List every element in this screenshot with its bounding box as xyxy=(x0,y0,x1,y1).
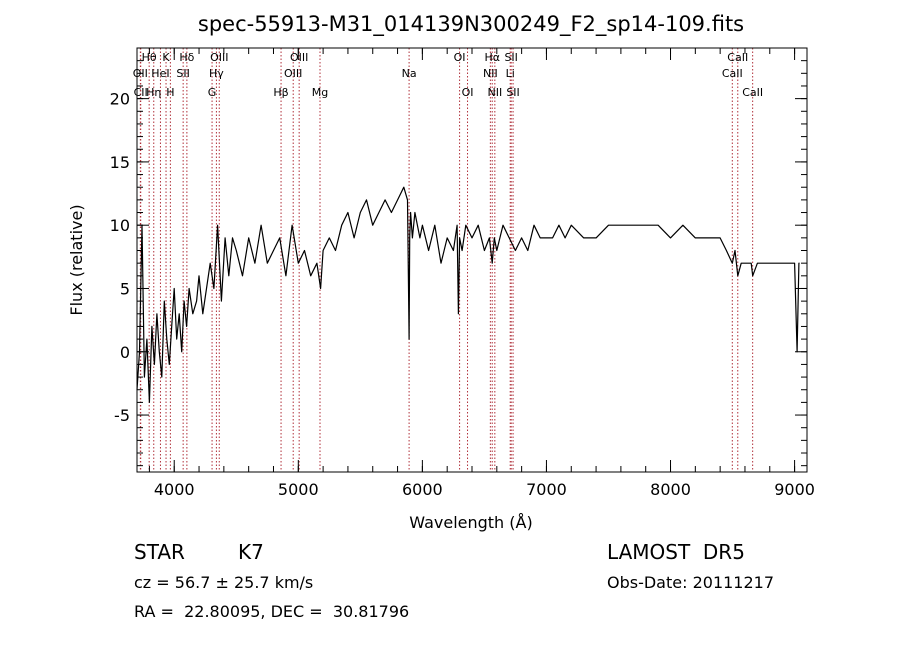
line-label: OI xyxy=(454,51,466,64)
line-label: Hδ xyxy=(179,51,194,64)
x-axis-label: Wavelength (Å) xyxy=(409,513,532,532)
line-label: Hθ xyxy=(142,51,157,64)
x-tick-label: 9000 xyxy=(774,480,815,499)
line-label: NII xyxy=(483,67,498,80)
line-label: CaII xyxy=(742,86,763,99)
line-label: HeI xyxy=(151,67,169,80)
y-tick-label: -5 xyxy=(114,406,130,425)
y-tick-label: 10 xyxy=(110,216,130,235)
line-label: Hγ xyxy=(209,67,224,80)
y-tick-label: 0 xyxy=(120,343,130,362)
observation-date: Obs-Date: 20111217 xyxy=(607,573,775,592)
plot-frame xyxy=(136,47,808,473)
x-tick-label: 8000 xyxy=(650,480,691,499)
line-label: H xyxy=(166,86,174,99)
ra-dec-coordinates: RA = 22.80095, DEC = 30.81796 xyxy=(134,602,410,621)
chart-title: spec-55913-M31_014139N300249_F2_sp14-109… xyxy=(198,12,744,37)
line-label: OIII xyxy=(284,67,302,80)
redshift-cz: cz = 56.7 ± 25.7 km/s xyxy=(134,573,314,592)
line-label: CaII xyxy=(722,67,743,80)
y-tick-label: 20 xyxy=(110,90,130,109)
line-label: Mg xyxy=(312,86,328,99)
line-label: OIII xyxy=(290,51,308,64)
line-label: Hβ xyxy=(273,86,288,99)
star-class: STAR xyxy=(134,540,185,564)
x-axis: 4000 5000 6000 7000 8000 9000 xyxy=(148,48,815,499)
x-tick-label: 4000 xyxy=(154,480,195,499)
line-label: NII xyxy=(487,86,502,99)
y-axis-label: Flux (relative) xyxy=(67,204,86,315)
line-label: G xyxy=(208,86,217,99)
line-label: SII xyxy=(176,67,189,80)
line-label: SII xyxy=(504,51,517,64)
line-label: Hα xyxy=(484,51,500,64)
emission-line-markers xyxy=(139,48,754,472)
line-label: Na xyxy=(402,67,417,80)
line-label: OI xyxy=(462,86,474,99)
x-tick-label: 7000 xyxy=(526,480,567,499)
line-label: K xyxy=(162,51,170,64)
survey-name: LAMOST DR5 xyxy=(607,540,745,564)
y-tick-label: 5 xyxy=(120,279,130,298)
star-subclass: K7 xyxy=(238,540,264,564)
y-tick-label: 15 xyxy=(110,153,130,172)
line-label: SII xyxy=(506,86,519,99)
y-axis: -5 0 5 10 15 20 xyxy=(110,47,807,467)
x-tick-label: 6000 xyxy=(402,480,443,499)
line-label: Hη xyxy=(146,86,161,99)
spectrum-line xyxy=(136,186,800,403)
line-label: CaII xyxy=(727,51,748,64)
line-label: Li xyxy=(506,67,515,80)
x-tick-label: 5000 xyxy=(278,480,319,499)
line-label: OIII xyxy=(210,51,228,64)
